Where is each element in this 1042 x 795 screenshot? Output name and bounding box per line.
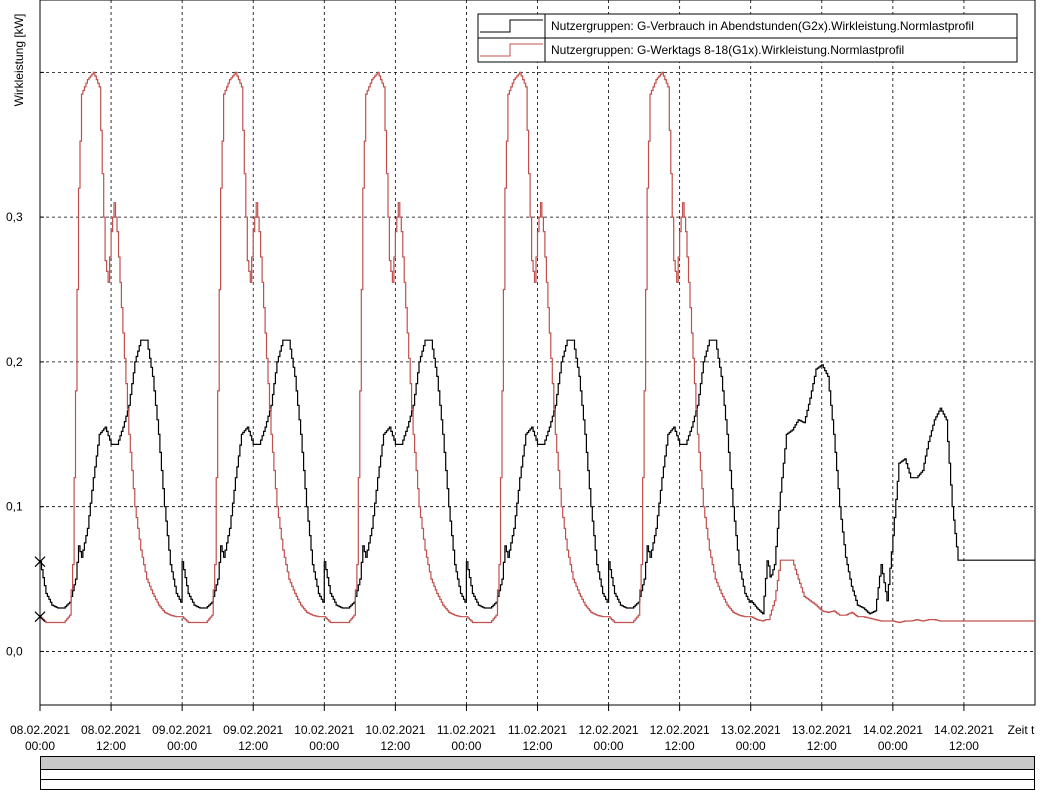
x-tick-label-time: 12:00 xyxy=(949,739,979,753)
legend-entry-g2x: Nutzergruppen: G-Verbrauch in Abendstund… xyxy=(551,19,974,33)
x-tick-label-date: 10.02.2021 xyxy=(294,723,354,737)
x-tick-label-time: 12:00 xyxy=(807,739,837,753)
x-tick-label-date: 13.02.2021 xyxy=(792,723,852,737)
x-tick-label-date: 11.02.2021 xyxy=(437,723,496,737)
series-lines xyxy=(40,71,1035,624)
x-tick-label-date: 09.02.2021 xyxy=(152,723,212,737)
y-axis-ticks: 0,0 0,1 0,2 0,3 xyxy=(6,71,44,658)
series-line-1 xyxy=(40,71,1035,624)
x-axis-label: Zeit t xyxy=(1008,723,1035,737)
y-tick-label: 0,2 xyxy=(6,355,23,369)
x-tick-label-time: 12:00 xyxy=(238,739,268,753)
y-axis-label: Wirkleistung [kW] xyxy=(12,14,26,107)
y-tick-label: 0,3 xyxy=(6,210,23,224)
legend-entry-g1x: Nutzergruppen: G-Werktags 8-18(G1x).Wirk… xyxy=(551,43,904,57)
x-tick-label-time: 00:00 xyxy=(309,739,339,753)
x-tick-label-date: 11.02.2021 xyxy=(508,723,567,737)
x-tick-label-date: 08.02.2021 xyxy=(81,723,141,737)
series-start-marker-1 xyxy=(34,611,46,623)
legend-swatch-g2x xyxy=(480,19,543,33)
x-axis-ticks: 08.02.2021 00:00 08.02.2021 12:00 09.02.2021… xyxy=(10,705,994,753)
x-tick-label-time: 12:00 xyxy=(96,739,126,753)
x-tick-label-date: 13.02.2021 xyxy=(721,723,781,737)
start-markers xyxy=(34,556,46,623)
x-tick-label-date: 14.02.2021 xyxy=(863,723,923,737)
x-tick-label-date: 10.02.2021 xyxy=(365,723,425,737)
x-tick-label-date: 14.02.2021 xyxy=(934,723,994,737)
legend: Nutzergruppen: G-Verbrauch in Abendstund… xyxy=(477,13,1018,63)
x-tick-label-time: 00:00 xyxy=(736,739,766,753)
x-tick-label-date: 09.02.2021 xyxy=(223,723,283,737)
x-tick-label-date: 12.02.2021 xyxy=(650,723,710,737)
x-tick-label-date: 08.02.2021 xyxy=(10,723,70,737)
x-tick-label-time: 00:00 xyxy=(878,739,908,753)
x-tick-label-time: 00:00 xyxy=(25,739,55,753)
scrollbar-track-divider xyxy=(41,779,1034,780)
scrollbar-thumb[interactable] xyxy=(41,757,1034,770)
x-tick-label-time: 00:00 xyxy=(451,739,481,753)
x-tick-label-date: 12.02.2021 xyxy=(579,723,639,737)
x-tick-label-time: 00:00 xyxy=(167,739,197,753)
horizontal-scrollbar[interactable] xyxy=(40,756,1035,790)
legend-swatch-g1x xyxy=(480,43,543,57)
y-tick-label: 0,0 xyxy=(6,644,23,658)
x-tick-label-time: 00:00 xyxy=(594,739,624,753)
series-line-0 xyxy=(40,339,1035,615)
plot-area xyxy=(39,0,1036,706)
x-tick-label-time: 12:00 xyxy=(665,739,695,753)
y-tick-label: 0,1 xyxy=(6,500,23,514)
series-start-marker-0 xyxy=(34,556,46,568)
x-tick-label-time: 12:00 xyxy=(380,739,410,753)
gridlines xyxy=(40,0,1035,705)
x-tick-label-time: 12:00 xyxy=(522,739,552,753)
